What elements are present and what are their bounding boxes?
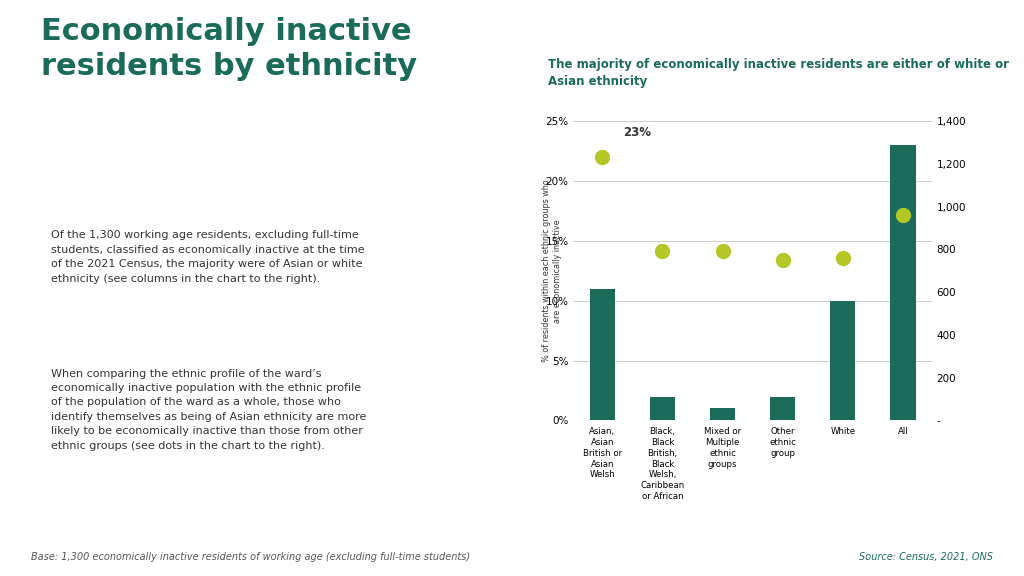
Bar (770, 396, 796, 420)
Bar (830, 301, 855, 420)
Point (715, 247, 731, 256)
Bar (650, 396, 675, 420)
Point (594, 153, 610, 162)
Point (654, 247, 671, 256)
Text: The majority of economically inactive residents are either of white or
Asian eth: The majority of economically inactive re… (548, 58, 1009, 88)
Bar (590, 289, 615, 420)
Text: When comparing the ethnic profile of the ward’s
economically inactive population: When comparing the ethnic profile of the… (51, 369, 367, 450)
Text: Number economically inactive: Number economically inactive (1004, 207, 1012, 335)
Text: Source: Census, 2021, ONS: Source: Census, 2021, ONS (859, 552, 993, 562)
Text: % of residents within each ethnic groups who
are economically inactive: % of residents within each ethnic groups… (542, 179, 562, 362)
Bar (710, 408, 735, 420)
Point (774, 255, 791, 264)
Point (835, 253, 851, 263)
Text: Base: 1,300 economically inactive residents of working age (excluding full-time : Base: 1,300 economically inactive reside… (31, 552, 470, 562)
Text: 23%: 23% (624, 126, 651, 139)
Bar (890, 145, 915, 420)
Point (895, 210, 911, 219)
Text: Of the 1,300 working age residents, excluding full-time
students, classified as : Of the 1,300 working age residents, excl… (51, 230, 365, 283)
Text: Economically inactive
residents by ethnicity: Economically inactive residents by ethni… (41, 17, 417, 81)
